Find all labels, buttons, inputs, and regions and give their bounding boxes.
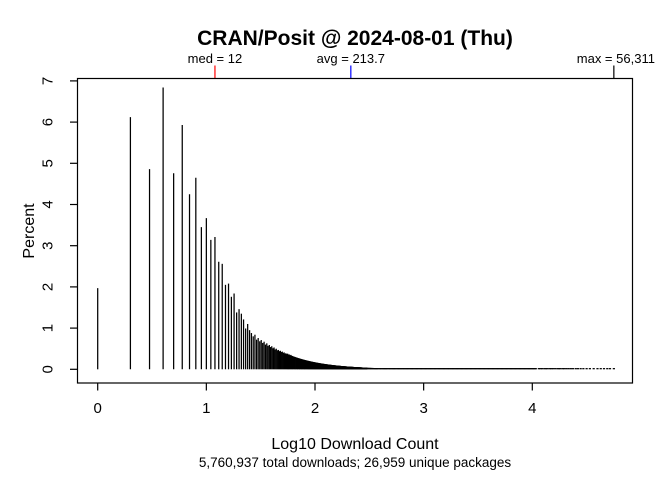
y-axis-tick-labels: 0 1 2 3 4 5 6 7 (40, 77, 57, 374)
y-axis-tick-label: 6 (40, 118, 57, 126)
x-axis-ticks (97, 383, 533, 391)
average-annotation-label: avg = 213.7 (317, 51, 385, 66)
max-annotation-label: max = 56,311 (577, 51, 655, 66)
y-axis-tick-label: 5 (40, 159, 57, 167)
totals-subtitle: 5,760,937 total downloads; 26,959 unique… (199, 455, 511, 470)
x-axis-tick-label: 3 (419, 400, 427, 417)
x-axis-tick-label: 2 (311, 400, 319, 417)
histogram-spikes (97, 87, 615, 370)
y-axis-tick-label: 1 (40, 324, 57, 332)
y-axis-tick-label: 3 (40, 242, 57, 250)
y-axis-title: Percent (21, 203, 38, 259)
x-axis-tick-labels: 0 1 2 3 4 (94, 400, 537, 417)
chart-title: CRAN/Posit @ 2024-08-01 (Thu) (197, 27, 513, 50)
plot-border (76, 77, 634, 384)
x-axis-tick-label: 4 (528, 400, 536, 417)
y-axis-tick-label: 4 (40, 200, 57, 208)
y-axis-ticks (70, 80, 78, 370)
y-axis-tick-label: 7 (40, 77, 57, 85)
median-annotation-label: med = 12 (188, 51, 243, 66)
x-axis-tick-label: 1 (202, 400, 210, 417)
y-axis-tick-label: 2 (40, 283, 57, 291)
x-axis-title: Log10 Download Count (271, 436, 439, 453)
y-axis-tick-label: 0 (40, 365, 57, 373)
x-axis-tick-label: 0 (94, 400, 102, 417)
